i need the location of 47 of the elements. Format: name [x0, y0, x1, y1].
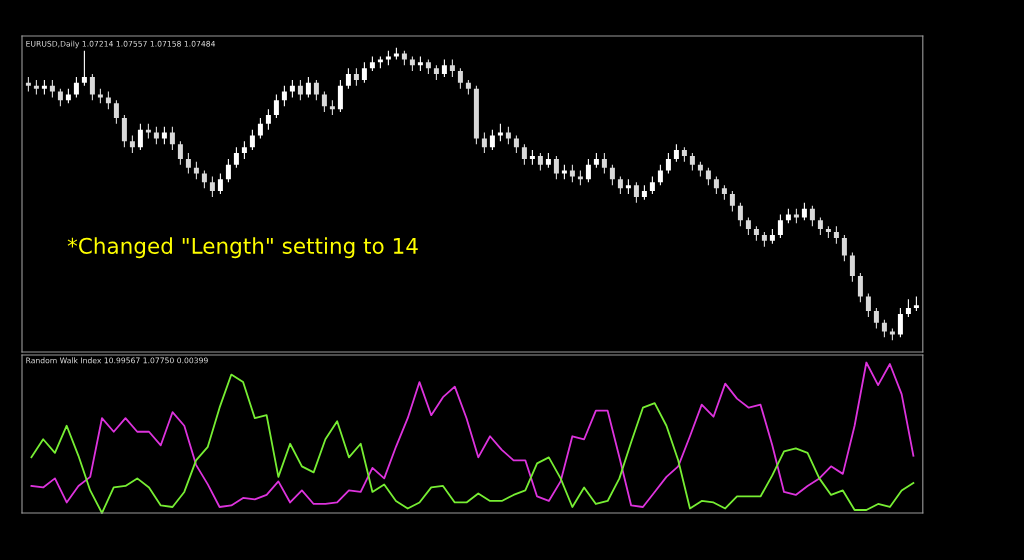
candlestick	[633, 181, 639, 204]
candlestick	[521, 143, 527, 166]
candlestick	[489, 129, 495, 151]
candlestick	[169, 126, 175, 151]
candlestick	[217, 172, 223, 195]
candlestick	[89, 73, 95, 101]
candlestick	[249, 129, 255, 151]
candlestick	[281, 85, 287, 107]
candlestick	[609, 164, 615, 186]
candlestick	[337, 79, 343, 113]
candlestick	[729, 190, 735, 213]
candlestick	[297, 79, 303, 101]
candlestick	[849, 251, 855, 283]
candlestick	[177, 140, 183, 166]
candlestick	[305, 76, 311, 98]
candlestick	[865, 292, 871, 318]
candlestick	[553, 155, 559, 180]
candlestick	[81, 50, 87, 87]
candlestick	[585, 158, 591, 183]
candlestick	[233, 146, 239, 169]
candlestick	[345, 67, 351, 90]
candlestick	[113, 99, 119, 125]
candlestick	[185, 152, 191, 175]
candlestick	[361, 61, 367, 84]
candlestick	[273, 93, 279, 119]
candlestick	[481, 132, 487, 154]
candlestick	[897, 307, 903, 338]
candlestick	[121, 114, 127, 148]
candlestick	[857, 272, 863, 303]
candlestick	[321, 91, 327, 113]
candlestick	[665, 152, 671, 175]
candlestick	[137, 123, 143, 151]
candlestick	[657, 164, 663, 186]
candlestick	[457, 67, 463, 90]
candlestick	[777, 213, 783, 239]
candlestick	[73, 76, 79, 98]
candlestick	[313, 79, 319, 101]
candlestick	[225, 158, 231, 183]
candlestick	[209, 175, 215, 198]
candlestick	[265, 108, 271, 131]
candlestick	[257, 117, 263, 139]
candlestick	[809, 205, 815, 227]
annotation: *Changed "Length" setting to 14	[67, 237, 418, 259]
candlestick	[601, 152, 607, 175]
candlestick	[841, 234, 847, 262]
candlestick	[737, 202, 743, 227]
candlestick	[873, 307, 879, 330]
